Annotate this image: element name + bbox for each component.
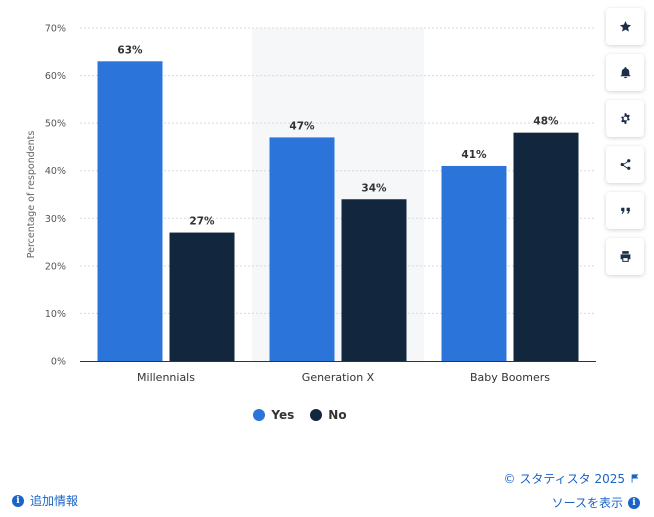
- star-icon: [619, 21, 631, 32]
- legend-label-no: No: [328, 408, 347, 422]
- legend-dot-no: [310, 409, 323, 421]
- y-tick-labels: 0% 10% 20% 30% 40% 50% 60% 70%: [45, 24, 66, 368]
- category-label: Generation X: [302, 371, 375, 384]
- copyright-text: © スタティスタ 2025: [503, 472, 625, 486]
- bar-no-2[interactable]: [513, 132, 579, 361]
- share-icon: [620, 159, 630, 170]
- data-label: 47%: [289, 120, 315, 132]
- legend-item-no[interactable]: No: [310, 408, 347, 422]
- print-icon: [620, 251, 630, 262]
- legend: Yes No: [0, 408, 600, 422]
- print-button[interactable]: [606, 238, 644, 275]
- y-axis-title: Percentage of respondents: [26, 131, 37, 259]
- bar-no-1[interactable]: [341, 199, 407, 361]
- legend-label-yes: Yes: [271, 408, 295, 422]
- bar-chart: 0% 10% 20% 30% 40% 50% 60% 70% 63% 27% 47% 34% 41% 4…: [26, 24, 596, 384]
- copyright-link[interactable]: © スタティスタ 2025: [504, 470, 640, 487]
- flag-icon: [631, 474, 639, 483]
- data-label: 63%: [117, 44, 143, 56]
- y-tick-label: 50%: [45, 119, 66, 130]
- category-labels: Millennials Generation X Baby Boomers: [137, 371, 550, 384]
- favorite-button[interactable]: [606, 8, 644, 45]
- bar-no-0[interactable]: [169, 232, 235, 361]
- data-label: 41%: [461, 149, 487, 161]
- data-label: 48%: [533, 116, 559, 128]
- bar-yes-2[interactable]: [441, 165, 507, 361]
- info-icon: i: [628, 496, 640, 509]
- cite-button[interactable]: [606, 192, 644, 229]
- bars: [97, 61, 579, 362]
- y-tick-label: 30%: [45, 214, 66, 225]
- more-info-link[interactable]: i 追加情報: [12, 492, 78, 509]
- settings-button[interactable]: [606, 100, 644, 137]
- y-tick-label: 20%: [45, 261, 66, 272]
- y-tick-label: 10%: [45, 309, 66, 320]
- y-tick-label: 70%: [45, 24, 66, 35]
- share-button[interactable]: [606, 146, 644, 183]
- y-tick-label: 40%: [45, 166, 66, 177]
- chart-toolbar: [606, 8, 644, 284]
- category-label: Millennials: [137, 371, 195, 384]
- y-tick-label: 0%: [51, 357, 66, 368]
- bar-yes-0[interactable]: [97, 61, 163, 362]
- more-info-label: 追加情報: [30, 494, 79, 508]
- data-labels: 63% 27% 47% 34% 41% 48%: [117, 44, 559, 227]
- grid-lines: [80, 27, 596, 314]
- legend-item-yes[interactable]: Yes: [253, 408, 294, 422]
- gear-icon: [620, 113, 630, 124]
- legend-dot-yes: [253, 409, 266, 421]
- notification-button[interactable]: [606, 54, 644, 91]
- data-label: 27%: [189, 216, 215, 228]
- bar-yes-1[interactable]: [269, 137, 335, 361]
- info-icon: i: [12, 494, 24, 507]
- data-label: 34%: [361, 182, 387, 194]
- quote-icon: [620, 207, 630, 214]
- show-source-label: ソースを表示: [551, 496, 623, 510]
- show-source-link[interactable]: ソースを表示 i: [552, 494, 640, 511]
- category-label: Baby Boomers: [470, 371, 550, 384]
- bell-icon: [620, 67, 630, 79]
- y-tick-label: 60%: [45, 71, 66, 82]
